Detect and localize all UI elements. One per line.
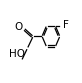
Text: HO: HO <box>9 49 25 59</box>
Text: F: F <box>63 20 68 30</box>
Text: O: O <box>14 22 23 32</box>
